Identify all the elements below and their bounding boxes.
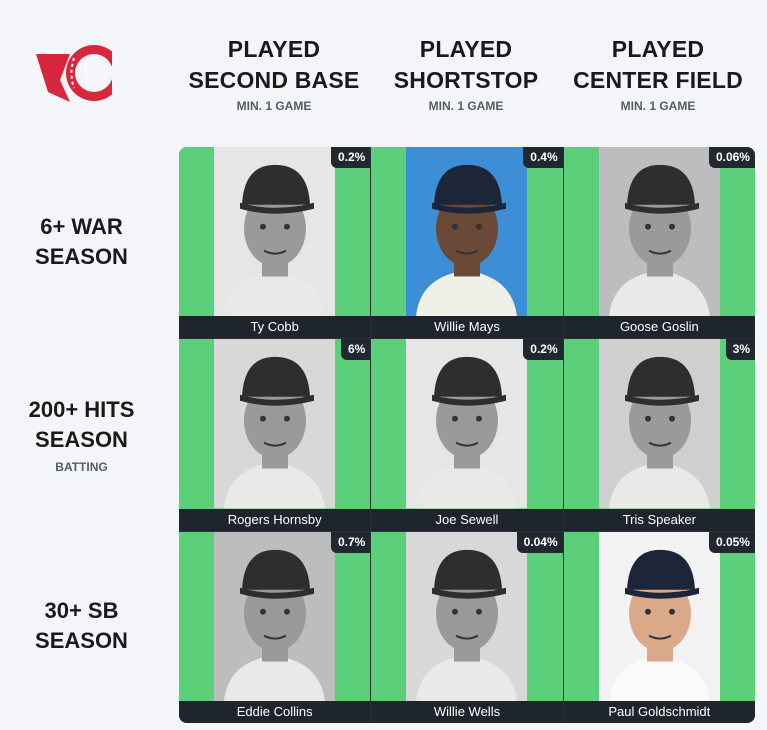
player-photo [214, 531, 335, 701]
column-title: PLAYED [611, 36, 705, 62]
column-header-shortstop: PLAYED SHORTSTOP MIN. 1 GAME [371, 34, 561, 113]
player-name: Willie Mays [371, 316, 563, 339]
rarity-badge: 0.7% [330, 531, 371, 553]
grid-cell[interactable]: 0.2% Ty Cobb [179, 147, 371, 339]
row-title: 30+ SB [44, 598, 119, 623]
rarity-badge: 0.04% [516, 531, 563, 553]
column-title: PLAYED [227, 36, 321, 62]
immaculate-grid: 0.2% Ty Cobb 0.4% Willie Mays 0.06% Goose Gos… [179, 147, 755, 723]
grid-cell[interactable]: 0.7% Eddie Collins [179, 531, 371, 723]
column-title: CENTER FIELD [573, 67, 743, 93]
rarity-badge: 0.06% [708, 147, 755, 168]
player-name: Paul Goldschmidt [563, 700, 755, 723]
column-title: SHORTSTOP [393, 67, 539, 93]
player-name: Ty Cobb [179, 316, 371, 339]
rarity-badge: 0.05% [708, 531, 755, 553]
player-photo [406, 339, 528, 509]
row-title: SEASON [35, 628, 128, 653]
grid-cell[interactable]: 0.2% Joe Sewell [371, 339, 563, 531]
player-photo [598, 339, 720, 509]
player-name: Rogers Hornsby [179, 508, 371, 531]
row-title: SEASON [35, 244, 128, 269]
player-photo [406, 147, 528, 317]
player-name: Willie Wells [371, 700, 563, 723]
rarity-badge: 3% [725, 339, 755, 361]
grid-cell[interactable]: 0.05% Paul Goldschmidt [563, 531, 755, 723]
player-name: Joe Sewell [371, 508, 563, 531]
player-photo [598, 147, 720, 317]
row-subtitle: BATTING [55, 460, 108, 474]
player-photo [406, 531, 528, 701]
baseball-logo-icon[interactable] [30, 40, 126, 106]
rarity-badge: 0.2% [523, 339, 563, 361]
rarity-badge: 6% [340, 339, 371, 361]
row-header-sb: 30+ SB SEASON [0, 596, 163, 656]
column-header-second-base: PLAYED SECOND BASE MIN. 1 GAME [179, 34, 369, 113]
row-header-hits: 200+ HITS SEASON BATTING [0, 395, 163, 474]
player-photo [214, 339, 335, 509]
player-photo [214, 147, 335, 317]
rarity-badge: 0.2% [330, 147, 371, 168]
column-subtitle: MIN. 1 GAME [236, 99, 312, 113]
column-subtitle: MIN. 1 GAME [620, 99, 696, 113]
player-photo [598, 531, 720, 701]
column-subtitle: MIN. 1 GAME [428, 99, 504, 113]
player-name: Eddie Collins [179, 700, 371, 723]
grid-cell[interactable]: 6% Rogers Hornsby [179, 339, 371, 531]
column-title: SECOND BASE [188, 67, 360, 93]
player-name: Goose Goslin [563, 316, 755, 339]
rarity-badge: 0.4% [523, 147, 563, 168]
grid-cell[interactable]: 0.06% Goose Goslin [563, 147, 755, 339]
row-title: 6+ WAR [40, 214, 123, 239]
row-header-war: 6+ WAR SEASON [0, 212, 163, 272]
column-header-center-field: PLAYED CENTER FIELD MIN. 1 GAME [563, 34, 753, 113]
grid-cell[interactable]: 0.04% Willie Wells [371, 531, 563, 723]
grid-cell[interactable]: 3% Tris Speaker [563, 339, 755, 531]
column-title: PLAYED [419, 36, 513, 62]
grid-cell[interactable]: 0.4% Willie Mays [371, 147, 563, 339]
row-title: SEASON [35, 427, 128, 452]
player-name: Tris Speaker [563, 508, 755, 531]
row-title: 200+ HITS [28, 397, 135, 422]
